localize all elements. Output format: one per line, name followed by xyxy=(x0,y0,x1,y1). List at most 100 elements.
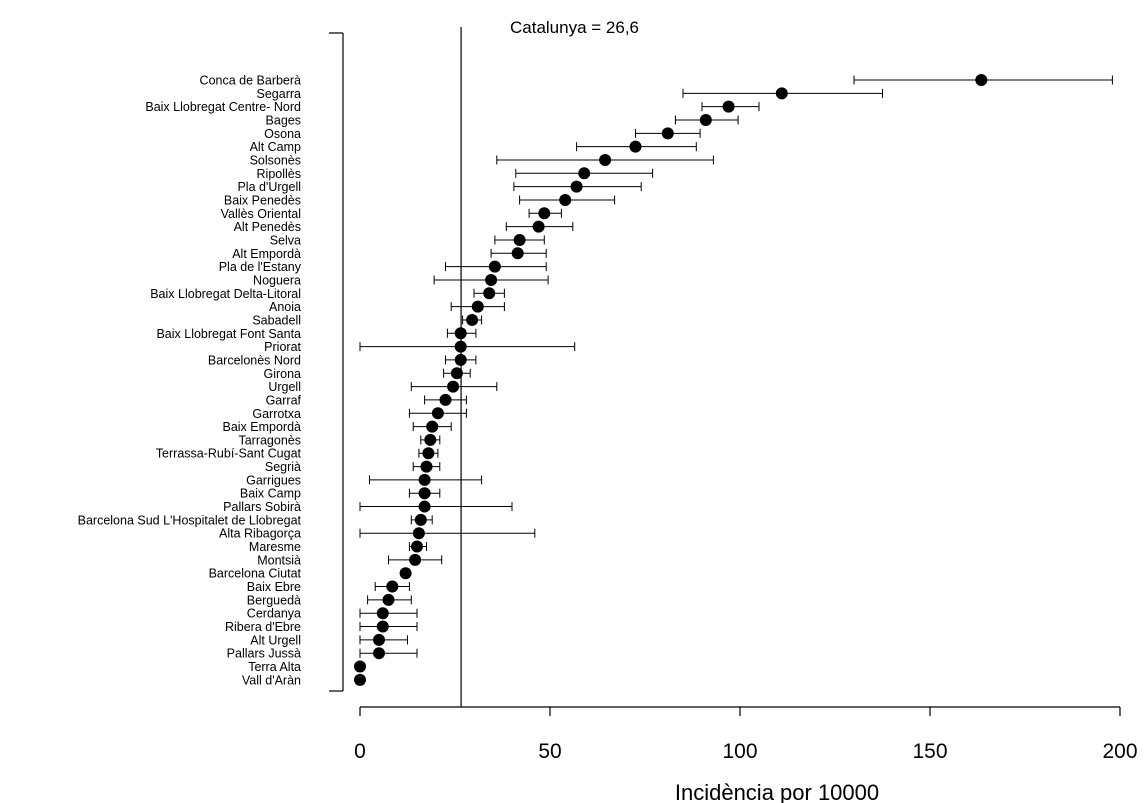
data-point xyxy=(422,447,435,460)
category-label: Garrigues xyxy=(246,473,301,487)
data-point xyxy=(411,540,423,553)
data-point xyxy=(471,300,484,313)
data-point xyxy=(376,607,389,620)
category-label: Bages xyxy=(266,113,301,127)
data-point xyxy=(559,193,572,206)
category-label: Baix Camp xyxy=(240,487,301,501)
category-label: Tarragonès xyxy=(238,433,301,447)
data-point xyxy=(373,633,385,646)
data-point xyxy=(661,127,674,140)
category-label: Vallès Oriental xyxy=(221,207,301,221)
data-point xyxy=(699,113,712,126)
data-point xyxy=(570,180,583,193)
category-label: Baix Ebre xyxy=(247,580,301,594)
reference-line-label: Catalunya = 26,6 xyxy=(510,18,639,37)
data-point xyxy=(382,593,395,606)
data-point xyxy=(439,393,452,406)
category-label: Alt Penedès xyxy=(234,220,301,234)
data-point xyxy=(418,500,431,513)
category-label: Baix Llobregat Centre- Nord xyxy=(145,100,301,114)
data-point xyxy=(376,620,389,633)
category-label: Baix Llobregat Font Santa xyxy=(156,327,301,341)
data-point xyxy=(354,673,366,686)
data-point xyxy=(599,153,612,166)
data-point xyxy=(466,313,479,326)
category-label: Ribera d'Ebre xyxy=(225,620,301,634)
category-label: Alt Camp xyxy=(250,140,301,154)
data-point xyxy=(538,207,551,220)
data-point xyxy=(454,340,467,353)
category-label: Sabadell xyxy=(252,313,301,327)
category-label: Terrassa-Rubí-Sant Cugat xyxy=(156,447,302,461)
category-label: Montsià xyxy=(257,553,301,567)
data-point xyxy=(975,74,988,86)
category-label: Terra Alta xyxy=(248,660,301,674)
data-point xyxy=(511,247,524,260)
data-point xyxy=(373,647,385,660)
y-axis-bracket xyxy=(329,32,344,692)
x-axis: 0 50 100 150 200 xyxy=(354,706,1138,763)
x-tick-label: 150 xyxy=(912,740,947,763)
data-points xyxy=(354,74,988,686)
x-tick-label: 0 xyxy=(354,740,366,763)
category-label: Solsonès xyxy=(250,153,301,167)
data-point xyxy=(414,513,427,526)
category-label: Priorat xyxy=(264,340,301,354)
category-label: Alta Ribagorça xyxy=(219,527,301,541)
data-point xyxy=(431,407,444,420)
category-label: Pallars Jussà xyxy=(227,647,301,661)
category-label: Noguera xyxy=(253,273,301,287)
data-point xyxy=(629,140,642,153)
category-label: Baix Llobregat Delta-Litoral xyxy=(150,287,301,301)
category-label: Urgell xyxy=(268,380,301,394)
data-point xyxy=(722,100,735,113)
category-label: Girona xyxy=(263,367,301,381)
category-label: Alt Urgell xyxy=(250,633,301,647)
category-label: Barcelonès Nord xyxy=(208,353,301,367)
category-label: Cerdanya xyxy=(247,607,301,621)
category-label: Berguedà xyxy=(247,593,301,607)
category-label: Barcelona Ciutat xyxy=(209,567,302,581)
data-point xyxy=(420,460,433,473)
data-point xyxy=(454,353,467,366)
data-point xyxy=(488,260,501,273)
error-bars xyxy=(359,75,1113,658)
category-label: Baix Penedès xyxy=(224,193,301,207)
data-point xyxy=(775,87,788,100)
data-point xyxy=(447,380,460,393)
category-label: Baix Empordà xyxy=(222,420,301,434)
category-label: Pla de l'Estany xyxy=(219,260,302,274)
category-label: Segarra xyxy=(257,87,302,101)
data-point xyxy=(454,327,467,340)
x-tick-label: 50 xyxy=(538,740,561,763)
data-point xyxy=(424,433,437,446)
category-label: Alt Empordà xyxy=(232,247,301,261)
category-label: Garraf xyxy=(266,393,302,407)
category-label: Maresme xyxy=(249,540,301,554)
data-point xyxy=(412,527,425,540)
data-point xyxy=(485,273,498,286)
data-point xyxy=(418,487,431,500)
data-point xyxy=(409,553,422,566)
category-label: Segrià xyxy=(265,460,301,474)
data-point xyxy=(426,420,439,433)
data-point xyxy=(418,473,431,486)
data-point xyxy=(513,233,526,246)
data-point xyxy=(450,367,463,380)
data-point xyxy=(354,660,366,673)
category-label: Anoia xyxy=(269,300,301,314)
category-label: Barcelona Sud L'Hospitalet de Llobregat xyxy=(78,513,302,527)
category-label: Vall d'Aràn xyxy=(242,673,301,687)
category-label: Conca de Barberà xyxy=(200,74,302,88)
x-tick-label: 100 xyxy=(722,740,757,763)
category-label: Garrotxa xyxy=(252,407,301,421)
category-label: Osona xyxy=(264,127,301,141)
category-label: Ripollès xyxy=(257,167,301,181)
data-point xyxy=(532,220,545,233)
x-axis-title: Incidència por 10000 xyxy=(675,780,879,803)
data-point xyxy=(578,167,591,180)
category-label: Pallars Sobirà xyxy=(223,500,301,514)
x-tick-label: 200 xyxy=(1102,740,1137,763)
